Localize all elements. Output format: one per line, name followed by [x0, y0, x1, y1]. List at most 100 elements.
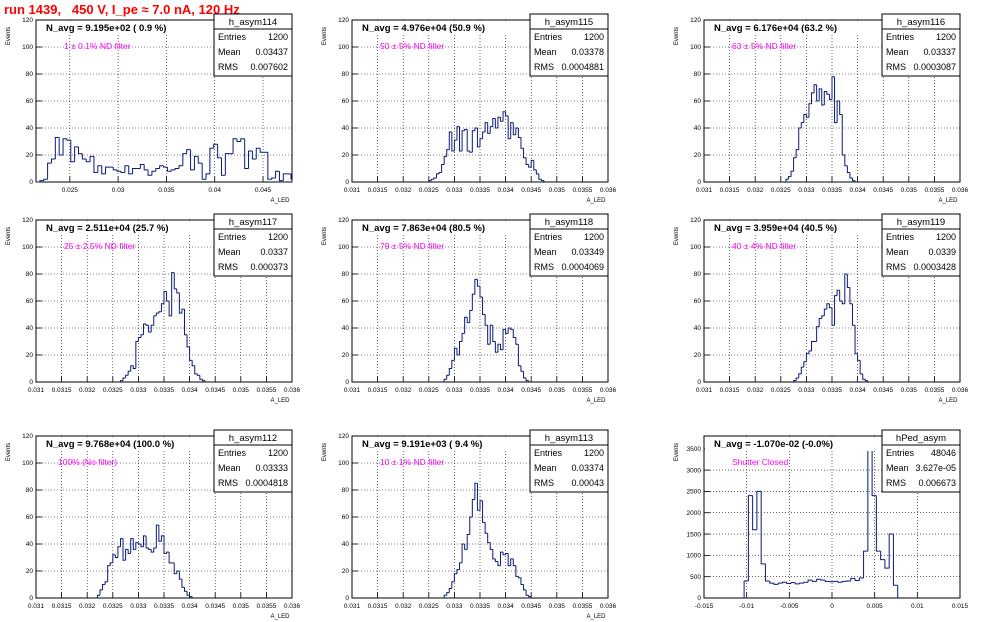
histogram-bin [871, 440, 877, 497]
histogram-bin [176, 288, 180, 294]
histogram-bin [474, 482, 478, 500]
histogram-bin [525, 377, 529, 382]
histogram-bin [888, 533, 894, 569]
stats-label-rms: RMS [886, 478, 906, 488]
y-tick-label: 20 [694, 352, 702, 359]
histogram-bin [93, 156, 98, 174]
stats-box [213, 213, 293, 277]
x-tick-label: 0 [830, 603, 834, 610]
stats-value-rms: 0.0004881 [561, 62, 604, 72]
histogram-bin [487, 533, 491, 544]
y-tick-label: 120 [338, 17, 349, 24]
y-tick-label: 0 [697, 595, 701, 602]
y-tick-label: 20 [342, 568, 350, 575]
histogram-bin [821, 315, 825, 319]
histogram-bin [515, 127, 519, 135]
stats-label-rms: RMS [218, 262, 238, 272]
histogram-panel-h_asym117: 0.031 0.0315 0.032 0.0325 0.033 0.0335 0.034 0.… [6, 213, 301, 404]
stats-box [881, 213, 961, 277]
title-box [353, 437, 531, 451]
y-tick-label: 80 [26, 271, 34, 278]
histogram-bin [441, 163, 445, 173]
histogram-bin [96, 594, 100, 598]
stats-label-mean: Mean [218, 463, 241, 473]
histogram-panel-h_asym115: 0.031 0.0315 0.032 0.0325 0.033 0.0335 0.034 0.… [322, 13, 617, 204]
stats-value-entries: 1200 [268, 232, 288, 242]
histogram-bin [811, 341, 815, 351]
title-box [353, 221, 531, 235]
stats-value-rms: 0.0003428 [913, 262, 956, 272]
x-tick-label: 0.031 [28, 387, 45, 394]
histogram-bin [793, 380, 797, 382]
histogram-bin [787, 176, 792, 180]
x-tick-label: 0.034 [849, 387, 866, 394]
histogram-bin [818, 318, 822, 327]
histogram-bin [497, 561, 501, 567]
histogram-bin [168, 552, 172, 564]
histogram-bin [155, 312, 159, 316]
x-tick-label: 0.032 [395, 603, 412, 610]
histogram-bin [487, 122, 491, 134]
histogram-bin [158, 311, 162, 314]
histogram-bin [456, 126, 460, 141]
stats-label-mean: Mean [886, 247, 909, 257]
histogram-bin [839, 101, 843, 115]
histogram-bin [505, 111, 509, 117]
y-tick-label: 80 [342, 271, 350, 278]
histogram-bin [489, 324, 493, 345]
x-tick-label: 0.0335 [822, 187, 842, 194]
y-tick-label: 0 [345, 379, 349, 386]
histogram-bin [851, 303, 856, 326]
histogram-bin [803, 361, 807, 368]
x-tick-label: 0.0345 [521, 187, 541, 194]
histogram-bin [846, 274, 850, 288]
histogram-bin [824, 580, 830, 582]
stats-box [881, 429, 961, 493]
histogram-bin [130, 365, 134, 372]
histogram-bin [446, 592, 450, 596]
histogram-bin [505, 552, 509, 555]
histogram-bin [507, 115, 511, 140]
y-tick-label: 60 [26, 98, 34, 105]
x-tick-label: 0.033 [446, 187, 463, 194]
histogram-bin [482, 296, 486, 315]
histogram-bin [795, 149, 799, 158]
y-tick-label: 60 [26, 514, 34, 521]
run-title: run 1439, 450 V, I_pe ≈ 7.0 nA, 120 Hz [4, 2, 240, 17]
x-tick-label: -0.005 [780, 603, 799, 610]
histogram-bin [143, 164, 149, 171]
x-tick-label: 0.0355 [924, 187, 944, 194]
y-tick-label: 60 [694, 298, 702, 305]
y-axis-label: Events [322, 227, 328, 245]
y-tick-label: 20 [26, 152, 34, 159]
histogram-bin [43, 178, 48, 181]
histogram-bin [189, 346, 193, 361]
histogram-bin [456, 569, 460, 574]
y-tick-label: 0 [345, 595, 349, 602]
histogram-bin [107, 565, 111, 582]
histogram-bin [205, 173, 210, 180]
y-tick-label: 80 [342, 487, 350, 494]
histogram-bin [127, 370, 131, 376]
stats-label-entries: Entries [218, 32, 247, 42]
y-tick-label: 60 [342, 98, 350, 105]
x-tick-label: 0.036 [600, 603, 617, 610]
histogram-bin [794, 582, 800, 585]
x-tick-label: 0.032 [79, 387, 96, 394]
filter-annotation: 1 ± 0.1% ND filter [64, 41, 131, 51]
x-tick-label: 0.0335 [822, 387, 842, 394]
histogram-bin [453, 139, 457, 151]
histogram-bin [443, 378, 447, 382]
histogram-bin [124, 165, 129, 173]
histogram-bin [448, 368, 452, 376]
histogram-bin [459, 126, 463, 152]
histogram-bin [459, 562, 463, 570]
stats-value-mean: 0.03337 [923, 47, 956, 57]
histogram-bin [160, 303, 164, 312]
x-tick-label: 0.0345 [205, 387, 225, 394]
stats-label-mean: Mean [886, 463, 909, 473]
histogram-bin [743, 580, 749, 598]
panel-title: N_avg = 4.976e+04 (50.9 %) [362, 23, 485, 34]
histogram-bin [528, 595, 532, 598]
x-axis-label: A_LED [270, 398, 290, 404]
